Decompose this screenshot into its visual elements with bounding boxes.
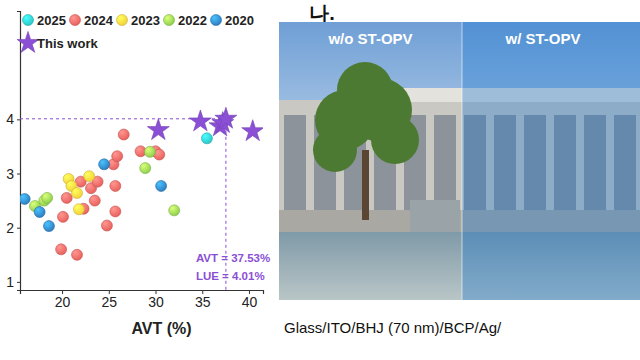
y-tick-label: 1 [6, 274, 14, 290]
x-tick: 25 [101, 290, 117, 310]
point [43, 221, 54, 232]
point [89, 195, 100, 206]
x-tick-label: 35 [195, 294, 211, 310]
point [20, 193, 30, 204]
x-tick-label: 30 [148, 294, 164, 310]
series-0 [201, 133, 212, 144]
point [215, 107, 237, 128]
legend-marker [164, 15, 175, 26]
legend-label: 2023 [131, 13, 160, 28]
figure: 나.20253035401234AVT (%)AVT = 37.53%LUE =… [0, 0, 640, 360]
point [99, 159, 110, 170]
title: 나. [309, 2, 335, 24]
point [118, 129, 129, 140]
photo-label: w/o ST-OPV [327, 30, 412, 47]
series-1 [56, 129, 165, 260]
point [242, 120, 263, 141]
point [84, 171, 95, 182]
point [57, 211, 68, 222]
series-2 [63, 171, 95, 215]
series-3 [29, 146, 179, 216]
y-tick: 1 [6, 274, 20, 290]
legend-label: 2020 [225, 13, 254, 28]
annotation: LUE = 4.01% [196, 270, 265, 282]
y-tick-mark [17, 174, 20, 175]
series-5 [147, 107, 263, 140]
point [73, 204, 84, 215]
legend: 2025 2024 2023 2022 2020 This work [17, 13, 254, 52]
y-tick-mark [17, 282, 20, 283]
point [34, 206, 45, 217]
y-tick-label: 3 [6, 166, 14, 182]
st-opv-tint [462, 22, 640, 300]
photo [279, 22, 640, 300]
legend-label: 2022 [178, 13, 207, 28]
y-tick-label: 2 [6, 220, 14, 236]
legend-label: 2025 [37, 13, 66, 28]
series-4 [20, 159, 167, 232]
window-band [434, 115, 456, 210]
x-tick: 20 [55, 290, 71, 310]
annotation: AVT = 37.53% [196, 252, 270, 264]
chart: 20253035401234AVT (%)AVT = 37.53%LUE = 4… [6, 12, 270, 338]
point [201, 133, 212, 144]
y-tick: 2 [6, 220, 20, 236]
legend-label: 2024 [84, 13, 114, 28]
y-tick-label: 4 [6, 111, 14, 127]
x-tick-label: 40 [242, 294, 258, 310]
y-axis: 1 2 3 4 [6, 12, 20, 291]
guide-vertical [225, 119, 226, 290]
x-tick: 40 [242, 290, 258, 310]
point [110, 206, 121, 217]
point [101, 220, 112, 231]
legend-marker [17, 31, 39, 52]
tree-trunk [362, 150, 369, 220]
point [61, 192, 72, 203]
photo-caption: Glass/ITO/BHJ (70 nm)/BCP/Ag/ [284, 319, 502, 336]
legend-label: This work [37, 36, 98, 51]
point [110, 180, 121, 191]
legend-marker [23, 15, 34, 26]
y-tick-mark [17, 119, 20, 120]
tree-foliage [313, 128, 357, 172]
point [42, 192, 53, 203]
point [72, 249, 83, 260]
point [156, 180, 167, 191]
y-tick-mark [17, 228, 20, 229]
tree-foliage [337, 62, 393, 118]
photo-label: w/ ST-OPV [504, 30, 580, 47]
y-tick: 3 [6, 166, 20, 182]
point [169, 205, 180, 216]
x-axis: 20 25 30 35 40 [21, 290, 264, 310]
point [140, 163, 151, 174]
point [56, 244, 67, 255]
point [112, 151, 123, 162]
point [189, 110, 211, 131]
x-tick-label: 25 [101, 294, 117, 310]
tree-foliage [371, 116, 419, 164]
legend-marker [117, 15, 128, 26]
point [144, 146, 155, 157]
point [72, 188, 83, 199]
legend-marker [70, 15, 81, 26]
x-axis-title: AVT (%) [131, 320, 191, 337]
y-tick: 4 [6, 111, 20, 127]
window-band [284, 115, 306, 210]
x-tick-label: 20 [55, 294, 71, 310]
legend-marker [211, 15, 222, 26]
point [147, 119, 169, 140]
x-tick: 30 [148, 290, 164, 310]
y-axis-line [17, 12, 21, 291]
divider [462, 22, 463, 300]
x-tick: 35 [195, 290, 211, 310]
